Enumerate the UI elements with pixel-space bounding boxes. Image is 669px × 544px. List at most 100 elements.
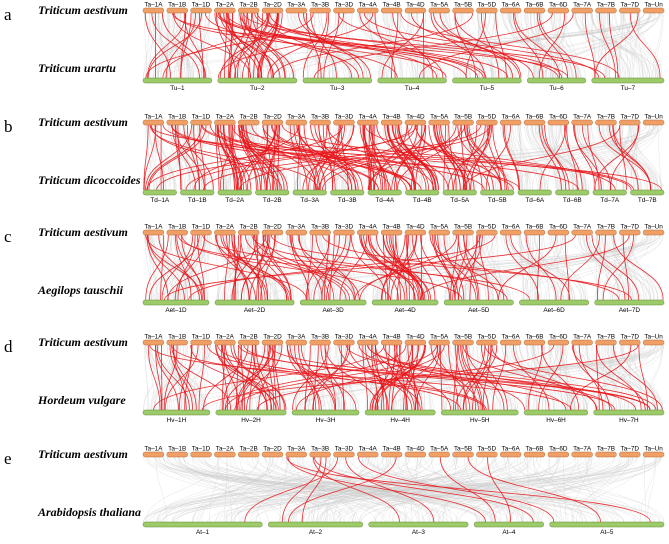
collinear-link [448,124,457,191]
bottom-chromosome-label: Aet–1D [165,307,187,314]
collinear-link [253,12,264,79]
bottom-chromosome-bar [473,521,544,528]
top-chromosome-bar [476,451,498,458]
collinear-link [439,344,443,411]
collinear-link [306,234,313,301]
top-chromosome-bar [523,7,546,14]
top-chromosome-label: Ta–7D [621,334,640,341]
bottom-chromosome-bar [142,189,177,196]
background-link [613,344,623,411]
collinear-link [215,124,220,191]
collinear-link [298,12,371,79]
top-chromosome-bar [404,119,427,126]
collinear-link [313,12,553,79]
background-link [367,344,380,411]
collinear-link [363,124,387,191]
background-link [445,344,485,411]
collinear-link [239,124,491,191]
collinear-link [153,344,385,411]
background-link [296,456,494,523]
top-chromosome-label: Ta–5D [478,446,497,453]
background-link [155,12,199,79]
top-chromosome-bar [285,7,307,14]
background-link [519,234,524,301]
background-link [588,234,650,301]
panel-letter: b [4,117,13,136]
background-link [185,12,199,79]
top-chromosome-label: Ta–3D [335,114,354,121]
background-link [534,12,538,79]
collinear-link [466,344,505,411]
collinear-link [462,124,478,191]
background-link [621,124,659,191]
top-chromosome-bar [380,451,403,458]
collinear-link [292,344,329,411]
collinear-link [234,12,270,79]
background-link [610,124,658,191]
top-chromosome-bar [500,451,522,458]
collinear-link [369,344,426,411]
collinear-link [257,12,283,79]
collinear-link [267,12,345,79]
top-chromosome-bar [642,119,665,126]
collinear-link [302,124,355,191]
background-link [198,124,202,191]
background-link [383,344,396,411]
collinear-link [407,124,439,191]
top-chromosome-bar [404,7,427,14]
top-chromosome-bar [190,119,212,126]
collinear-link [374,344,425,411]
top-chromosome-bar [404,451,427,458]
collinear-link [388,124,416,191]
bottom-chromosome-bar [255,189,290,196]
collinear-links [144,12,661,79]
collinear-link [290,234,310,301]
background-link [531,124,579,191]
collinear-link [430,12,486,79]
collinear-link [480,12,500,79]
top-chromosome-label: Ta–1B [168,114,186,121]
collinear-link [396,124,462,191]
collinear-link [461,344,489,411]
top-chromosome-bar [238,451,260,458]
top-chromosome-label: Ta–1A [144,334,163,341]
background-link [238,234,246,301]
top-chromosome-label: Ta–2A [216,2,235,9]
collinear-link [314,124,363,191]
bottom-chromosome-bar [592,189,627,196]
background-link [367,456,655,523]
background-link [185,124,215,191]
background-link [216,234,253,301]
collinear-link [197,234,205,301]
top-chromosome-bar [190,7,212,14]
background-link [482,12,516,79]
collinear-link [433,234,456,301]
collinear-link [146,234,169,301]
top-chromosome-bar [547,339,569,346]
top-chromosome-label: Ta–6D [549,334,568,341]
collinear-link [242,12,278,79]
bottom-chromosome-bar [452,77,522,84]
bottom-chromosome-label: Tu–4 [405,85,420,92]
background-link [458,234,495,301]
top-chromosome-label: Ta–1D [192,446,211,453]
background-link [559,344,579,411]
background-link [534,234,575,301]
top-chromosome-label: Ta–1D [192,2,211,9]
top-chromosome-label: Ta–2D [263,114,282,121]
background-link [150,344,211,411]
collinear-link [411,234,436,301]
top-chromosome-label: Ta–3D [335,224,354,231]
top-chromosome-label: Ta–4D [406,2,425,9]
collinear-link [256,12,559,79]
collinear-link [382,234,389,301]
collinear-link [199,12,204,79]
background-link [579,124,605,191]
top-chromosome-bar [404,339,427,346]
collinear-link [469,234,478,301]
top-chromosome-bar [523,119,546,126]
background-link [143,456,526,523]
collinear-link [363,12,600,79]
collinear-link [256,344,555,411]
collinear-link [161,344,163,411]
